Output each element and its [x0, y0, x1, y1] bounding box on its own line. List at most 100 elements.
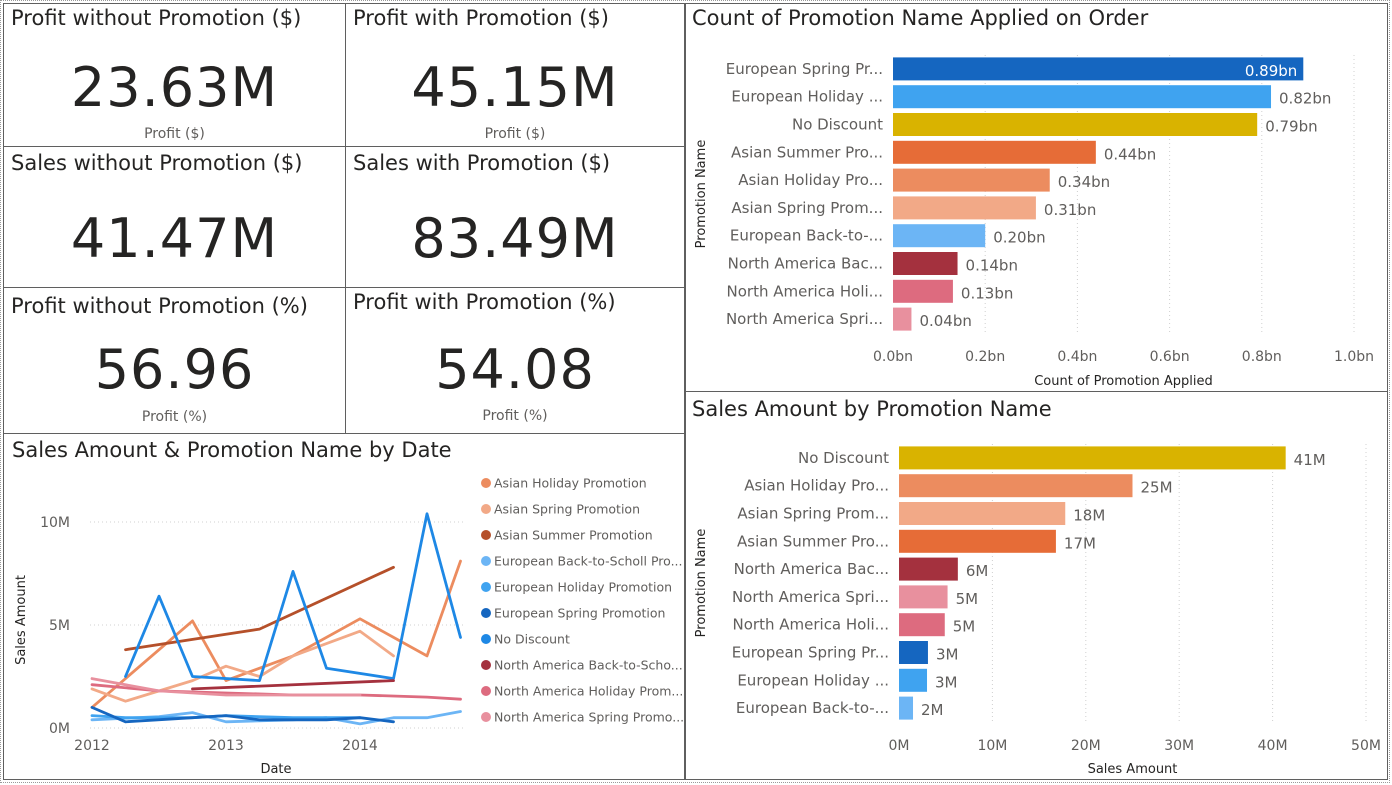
- y-axis-title: Sales Amount: [14, 575, 29, 665]
- legend-marker: [481, 660, 491, 670]
- data-label: 5M: [956, 590, 979, 608]
- kpi-card-category: Profit ($): [144, 126, 205, 142]
- kpi-card-profit-without-promotion-pct[interactable]: Profit without Promotion (%) 56.96 Profi…: [3, 287, 346, 434]
- legend-marker: [481, 556, 491, 566]
- x-tick-label: 0M: [889, 738, 910, 754]
- data-label: 18M: [1073, 507, 1105, 525]
- category-label: North America Spri...: [732, 588, 889, 606]
- category-label: North America Spri...: [726, 310, 883, 328]
- kpi-card-category: Profit (%): [482, 408, 548, 424]
- category-label: European Holiday ...: [731, 88, 883, 106]
- legend-label: North America Holiday Prom...: [494, 684, 683, 699]
- bar: [893, 140, 1096, 164]
- data-label: 0.79bn: [1265, 118, 1317, 136]
- category-label: North America Holi...: [727, 282, 883, 300]
- data-label: 41M: [1294, 451, 1326, 469]
- kpi-card-sales-with-promotion-usd[interactable]: Sales with Promotion ($) 83.49M: [345, 146, 685, 288]
- kpi-card-value: 54.08: [435, 338, 595, 401]
- bar: [893, 252, 958, 275]
- data-label: 6M: [966, 562, 989, 580]
- category-label: European Spring Pr...: [732, 644, 889, 662]
- category-label: Asian Holiday Pro...: [744, 477, 889, 495]
- kpi-card-profit-with-promotion-usd[interactable]: Profit with Promotion ($) 45.15M Profit …: [345, 3, 685, 147]
- data-label: 0.04bn: [919, 312, 971, 330]
- category-label: European Spring Pr...: [726, 60, 883, 78]
- series-line: [90, 677, 362, 697]
- data-label: 0.82bn: [1279, 90, 1331, 108]
- sales-by-date-line-chart[interactable]: Sales Amount & Promotion Name by Date 0M…: [3, 433, 685, 780]
- series-line: [90, 629, 395, 703]
- legend-marker: [481, 686, 491, 696]
- legend-label: Asian Holiday Promotion: [494, 476, 647, 491]
- sales-by-promotion-chart[interactable]: Sales Amount by Promotion Name 0M 10M 20M 3…: [685, 391, 1388, 780]
- bar: [893, 224, 986, 248]
- x-tick-label: 20M: [1071, 738, 1101, 754]
- data-label: 0.44bn: [1104, 145, 1156, 163]
- series-line: [124, 565, 395, 652]
- legend-marker: [481, 582, 491, 592]
- kpi-card-title: Sales with Promotion ($): [353, 151, 611, 175]
- bar: [893, 85, 1272, 109]
- x-axis-title: Date: [260, 762, 291, 777]
- bar: [899, 696, 914, 720]
- bar: [899, 613, 945, 637]
- category-label: No Discount: [798, 449, 889, 467]
- kpi-card-profit-with-promotion-pct[interactable]: Profit with Promotion (%) 54.08 Profit (…: [345, 287, 685, 434]
- bar: [899, 446, 1286, 470]
- legend-label: European Back-to-Scholl Pro...: [494, 554, 683, 569]
- x-tick-label: 0.4bn: [1057, 349, 1097, 365]
- kpi-card-profit-without-promotion-usd[interactable]: Profit without Promotion ($) 23.63M Prof…: [3, 3, 346, 147]
- kpi-card-category: Profit ($): [484, 126, 546, 142]
- x-tick-label: 0.0bn: [873, 349, 913, 365]
- x-tick-label: 2012: [74, 738, 110, 754]
- x-tick-label: 30M: [1164, 738, 1194, 754]
- y-axis-title: Promotion Name: [694, 140, 709, 249]
- category-label: Asian Spring Prom...: [737, 505, 889, 523]
- legend-marker: [481, 530, 491, 540]
- kpi-card-title: Profit without Promotion ($): [11, 6, 302, 30]
- bar: [899, 474, 1133, 498]
- bar: [899, 668, 928, 692]
- sales-by-date-plot: 0M 5M 10M 2012 2013 2014 Date Sales Amount Asian…: [14, 476, 684, 778]
- data-label: 5M: [953, 618, 976, 636]
- kpi-card-sales-without-promotion-usd[interactable]: Sales without Promotion ($) 41.47M: [3, 146, 346, 288]
- bar: [899, 529, 1056, 553]
- data-label: 25M: [1141, 479, 1173, 497]
- bar: [899, 641, 928, 664]
- legend-label: European Spring Promotion: [494, 606, 665, 621]
- bar: [893, 279, 953, 303]
- bar: [893, 168, 1050, 192]
- series-line: [90, 705, 395, 724]
- x-tick-label: 50M: [1351, 738, 1381, 754]
- data-label: 0.89bn: [1245, 62, 1297, 80]
- kpi-card-title: Profit with Promotion ($): [353, 6, 609, 30]
- kpi-card-value: 23.63M: [70, 56, 279, 119]
- y-tick-label: 5M: [49, 618, 70, 634]
- x-tick-label: 0.8bn: [1242, 349, 1282, 365]
- legend-label: Asian Summer Promotion: [494, 528, 653, 543]
- legend-label: No Discount: [494, 632, 570, 647]
- chart-title: Sales Amount & Promotion Name by Date: [12, 438, 452, 462]
- data-label: 2M: [921, 701, 944, 719]
- category-label: North America Bac...: [734, 560, 889, 578]
- legend-label: European Holiday Promotion: [494, 580, 672, 595]
- series-line: [90, 683, 462, 701]
- category-label: North America Holi...: [733, 616, 889, 634]
- x-axis-title: Sales Amount: [1088, 762, 1178, 777]
- bar: [893, 113, 1258, 136]
- data-label: 0.20bn: [993, 229, 1045, 247]
- series-line: [124, 512, 462, 683]
- kpi-card-value: 83.49M: [411, 207, 619, 270]
- bar: [893, 57, 1304, 81]
- x-tick-label: 2014: [342, 738, 378, 754]
- category-label: European Back-to-...: [730, 227, 883, 245]
- legend-marker: [481, 634, 491, 644]
- legend-label: Asian Spring Promotion: [494, 502, 640, 517]
- data-label: 3M: [935, 673, 958, 691]
- data-label: 0.34bn: [1058, 173, 1110, 191]
- y-tick-label: 0M: [49, 721, 70, 737]
- category-label: Asian Spring Prom...: [731, 199, 883, 217]
- legend-label: North America Back-to-Scho...: [494, 658, 683, 673]
- count-of-promotion-chart[interactable]: Count of Promotion Name Applied on Order…: [685, 3, 1388, 392]
